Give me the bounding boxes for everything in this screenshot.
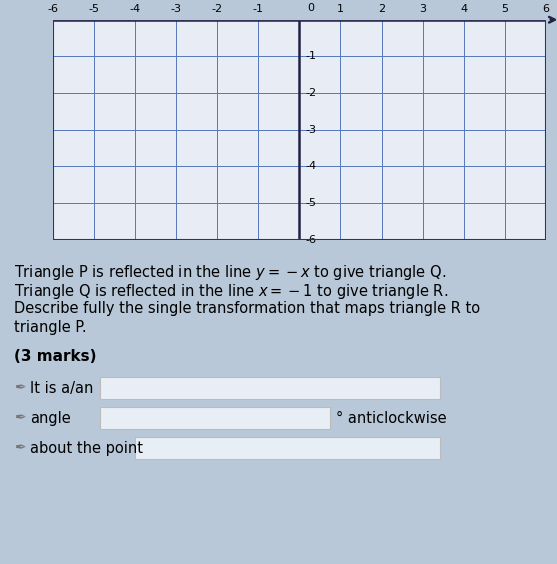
Text: 0: 0 <box>307 3 314 13</box>
Text: -5: -5 <box>306 198 316 208</box>
Text: ° anticlockwise: ° anticlockwise <box>336 411 447 426</box>
Text: -4: -4 <box>130 5 140 14</box>
Text: (3 marks): (3 marks) <box>14 349 96 364</box>
Text: angle: angle <box>30 411 71 426</box>
Text: -1: -1 <box>253 5 264 14</box>
Text: -2: -2 <box>212 5 223 14</box>
Text: -6: -6 <box>306 235 316 245</box>
Text: Triangle Q is reflected in the line $x = -1$ to give triangle R.: Triangle Q is reflected in the line $x =… <box>14 283 448 301</box>
Bar <box>135 437 440 459</box>
Text: 6: 6 <box>543 5 549 14</box>
Text: 4: 4 <box>460 5 467 14</box>
Text: -3: -3 <box>170 5 182 14</box>
Text: -2: -2 <box>306 88 317 98</box>
Text: triangle P.: triangle P. <box>14 320 87 336</box>
Text: 1: 1 <box>337 5 344 14</box>
Text: Triangle P is reflected in the line $y = -x$ to give triangle Q.: Triangle P is reflected in the line $y =… <box>14 263 446 283</box>
Text: 2: 2 <box>378 5 385 14</box>
Text: -5: -5 <box>89 5 100 14</box>
Text: ✒: ✒ <box>14 381 26 395</box>
Text: -6: -6 <box>47 5 58 14</box>
Text: ✒: ✒ <box>14 411 26 425</box>
Bar <box>100 407 330 429</box>
Text: It is a/an: It is a/an <box>30 381 94 396</box>
Text: Describe fully the single transformation that maps triangle R to: Describe fully the single transformation… <box>14 301 480 316</box>
Text: -3: -3 <box>306 125 316 135</box>
Text: -1: -1 <box>306 51 316 61</box>
Bar <box>100 377 440 399</box>
Text: 3: 3 <box>419 5 426 14</box>
Text: ✒: ✒ <box>14 442 26 455</box>
Text: about the point: about the point <box>30 441 143 456</box>
Text: 5: 5 <box>501 5 509 14</box>
Text: -4: -4 <box>306 161 317 171</box>
